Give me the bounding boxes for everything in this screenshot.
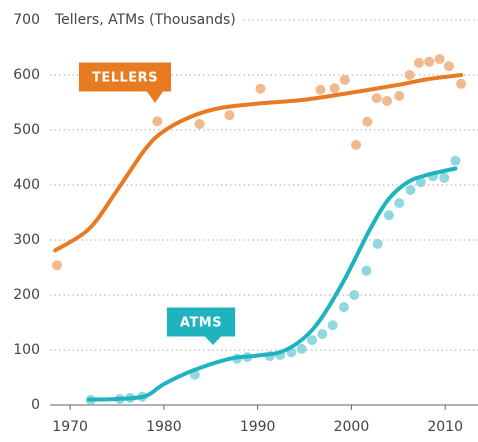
x-tick-label: 2000 [334,419,370,435]
chart-title: Tellers, ATMs (Thousands) [54,12,236,28]
x-tick-label: 1990 [240,419,276,435]
data-point [255,83,266,94]
data-point [349,290,360,300]
data-point [382,95,393,106]
data-point [424,56,435,67]
data-point [434,54,445,65]
data-point [404,70,415,80]
data-point [152,116,163,127]
data-point [383,210,394,221]
data-point [307,335,318,346]
data-point [443,61,454,72]
data-point [415,177,426,188]
y-tick-label: 200 [13,287,40,303]
data-point [317,329,328,340]
data-point [372,238,383,249]
data-point [52,260,63,271]
y-tick-label: 700 [13,12,40,28]
trend-line [86,166,458,402]
x-tick-label: 2010 [427,419,463,435]
data-point [413,57,424,68]
y-tick-label: 400 [13,177,40,193]
legend-box [78,62,172,92]
legend-pointer [147,91,163,103]
data-point [315,84,326,95]
trend-line [53,73,464,253]
data-point [224,110,235,121]
y-tick-label: 600 [13,67,40,83]
data-point [450,155,461,166]
data-point [194,118,205,129]
data-point [339,74,350,85]
data-point [327,320,338,331]
data-point [351,139,362,150]
data-point [338,302,349,313]
legend-label: TELLERS [92,71,158,86]
data-point [439,172,450,183]
data-point [394,90,405,101]
data-point [371,93,382,104]
x-tick-label: 1980 [146,419,182,435]
y-tick-label: 100 [13,342,40,358]
y-tick-label: 300 [13,232,40,248]
data-point [405,184,416,195]
data-point [362,116,373,127]
y-tick-label: 500 [13,122,40,138]
data-point [329,83,340,94]
legend-label: ATMS [180,316,222,331]
x-tick-label: 1970 [52,419,88,435]
legend-box [166,307,236,337]
data-point [456,78,467,89]
data-point [361,265,372,276]
y-tick-label: 0 [31,397,40,413]
data-point [296,343,307,354]
legend-pointer [205,336,221,345]
data-point [394,198,405,209]
